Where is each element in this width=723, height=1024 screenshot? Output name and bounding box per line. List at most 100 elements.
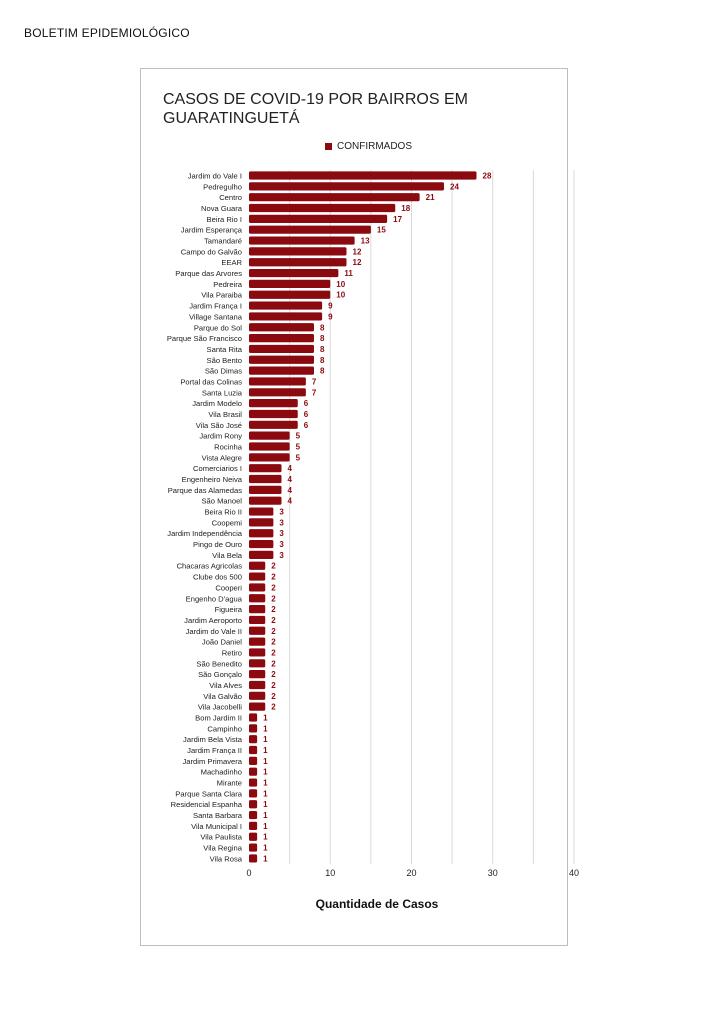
data-label: 1 <box>263 714 268 723</box>
bar <box>249 420 298 429</box>
data-label: 2 <box>271 670 276 679</box>
data-label: 4 <box>288 464 293 473</box>
data-label: 28 <box>483 172 492 181</box>
category-label: Parque do Sol <box>194 323 242 332</box>
bar <box>249 507 274 516</box>
data-label: 8 <box>320 356 325 365</box>
data-label: 12 <box>353 258 362 267</box>
bar <box>249 388 306 397</box>
bar <box>249 453 290 462</box>
bar <box>249 355 314 364</box>
bar <box>249 810 258 820</box>
data-label: 3 <box>279 508 284 517</box>
category-label: Vila São José <box>196 421 242 430</box>
category-label: São Gonçalo <box>198 670 242 679</box>
bar <box>249 431 290 440</box>
data-label: 1 <box>263 724 268 733</box>
data-label: 15 <box>377 226 386 235</box>
bar <box>249 637 266 646</box>
category-label: Beira Rio I <box>207 215 242 224</box>
bar <box>249 268 339 278</box>
bar <box>249 670 266 679</box>
x-tick-label: 0 <box>246 868 251 878</box>
x-tick-label: 40 <box>569 868 579 878</box>
data-label: 2 <box>271 605 276 614</box>
category-label: Machadinho <box>201 768 242 777</box>
bar <box>249 702 266 711</box>
bar <box>249 377 306 386</box>
bar <box>249 258 347 267</box>
data-label: 1 <box>263 800 268 809</box>
bar <box>249 648 266 657</box>
category-label: Centro <box>219 193 242 202</box>
bar <box>249 594 266 603</box>
bar <box>249 605 266 614</box>
bar <box>249 474 282 484</box>
data-label: 13 <box>361 237 370 246</box>
data-label: 21 <box>426 193 435 202</box>
category-label: João Daniel <box>202 638 242 647</box>
data-label: 2 <box>271 648 276 657</box>
bar <box>249 203 396 213</box>
category-label: Rocinha <box>214 443 243 452</box>
data-label: 9 <box>328 302 333 311</box>
bar <box>249 247 347 256</box>
category-label: Residencial Espanha <box>171 800 243 809</box>
data-label: 12 <box>353 247 362 256</box>
data-label: 1 <box>263 833 268 842</box>
bar <box>249 182 444 191</box>
bar <box>249 724 258 733</box>
data-label: 1 <box>263 779 268 788</box>
category-label: Jardim Aeroporto <box>184 616 242 625</box>
data-label: 2 <box>271 594 276 603</box>
bar <box>249 171 477 180</box>
data-label: 3 <box>279 529 284 538</box>
data-label: 2 <box>271 703 276 712</box>
data-label: 6 <box>304 421 309 430</box>
data-label: 1 <box>263 854 268 863</box>
data-label: 8 <box>320 367 325 376</box>
category-label: Coopemi <box>212 518 243 527</box>
data-label: 4 <box>288 486 293 495</box>
category-label: Village Santana <box>189 312 243 321</box>
data-label: 7 <box>312 388 317 397</box>
category-label: Jardim Rony <box>199 432 242 441</box>
data-label: 4 <box>288 475 293 484</box>
data-label: 2 <box>271 681 276 690</box>
data-label: 1 <box>263 757 268 766</box>
legend-label: CONFIRMADOS <box>337 141 412 152</box>
data-label: 2 <box>271 616 276 625</box>
bar <box>249 409 298 419</box>
bar <box>249 854 258 863</box>
x-tick-label: 10 <box>325 868 335 878</box>
category-label: Jardim Esperança <box>181 226 243 235</box>
chart-frame <box>140 68 568 946</box>
category-label: Retiro <box>222 648 242 657</box>
category-label: Jardim França II <box>187 746 242 755</box>
data-label: 3 <box>279 518 284 527</box>
bar <box>249 583 266 592</box>
category-label: Jardim Modelo <box>192 399 242 408</box>
document-header: BOLETIM EPIDEMIOLÓGICO <box>24 26 190 40</box>
bar <box>249 529 274 538</box>
data-label: 1 <box>263 822 268 831</box>
data-label: 1 <box>263 746 268 755</box>
category-label: Santa Barbara <box>193 811 243 820</box>
bar <box>249 312 323 321</box>
data-label: 1 <box>263 768 268 777</box>
data-label: 2 <box>271 638 276 647</box>
bar <box>249 626 266 635</box>
data-label: 1 <box>263 844 268 853</box>
bar <box>249 464 282 473</box>
bar <box>249 193 420 202</box>
bar <box>249 539 274 549</box>
category-label: Jardim do Vale II <box>186 627 242 636</box>
category-label: Vila Galvão <box>203 692 242 701</box>
data-label: 11 <box>344 269 353 278</box>
category-label: Vila Regina <box>203 844 242 853</box>
data-label: 1 <box>263 789 268 798</box>
chart-title: CASOS DE COVID-19 POR BAIRROS EM GUARATI… <box>163 91 468 127</box>
data-label: 1 <box>263 811 268 820</box>
category-label: São Bento <box>207 356 242 365</box>
